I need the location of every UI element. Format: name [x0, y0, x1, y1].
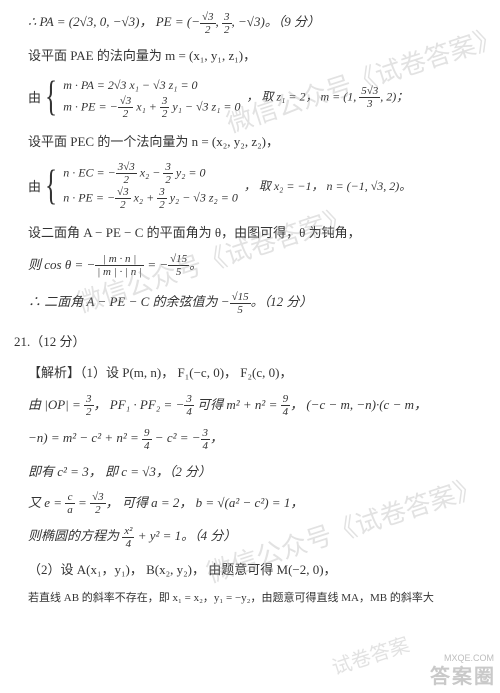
analysis-2: 由 |OP| = 32， PF₁ · PF₂ = −34 可得 m² + n² … [28, 393, 478, 419]
page-content: ∴ PA = (2√3, 0, −√3)， PE = (−√32, 32, −√… [0, 0, 500, 627]
part-2: （2）设 A(x₁，y₁)， B(x₂, y₂)， 由题意可得 M(−2, 0)… [28, 558, 478, 581]
line-cos: 则 cos θ = −| m · n || m | · | n | = −√15… [28, 253, 478, 279]
analysis-5: 又 e = ca = √32， 可得 a = 2， b = √(a² − c²)… [28, 491, 478, 517]
label-by-2: 由 [28, 175, 41, 198]
brace1-row1: m · PA = 2√3 x₁ − √3 z₁ = 0 [63, 75, 240, 95]
corner-brand: 答案圈 [430, 660, 496, 689]
question-21: 21.（12 分） [14, 330, 478, 353]
analysis-1: 【解析】（1）设 P(m, n)， F₁(−c, 0)， F₂(c, 0)， [28, 361, 478, 384]
brace-left-1: { [45, 78, 57, 116]
label-by: 由 [28, 86, 41, 109]
brace-block-1: 由 { m · PA = 2√3 x₁ − √3 z₁ = 0 m · PE =… [28, 75, 478, 120]
analysis-6: 则椭圆的方程为 x²4 + y² = 1。（4 分） [28, 524, 478, 550]
watermark-4: 试卷答案 [327, 628, 412, 680]
brace-block-2: 由 { n · EC = −3√32 x₂ − 32 y₂ = 0 n · PE… [28, 161, 478, 211]
brace1-row2: m · PE = −√32 x₁ + 32 y₁ − √3 z₁ = 0 [63, 95, 240, 120]
line-set-n: 设平面 PEC 的一个法向量为 n = (x₂, y₂, z₂)， [28, 130, 478, 153]
line-conclusion: ∴ 二面角 A − PE − C 的余弦值为 −√155。（12 分） [28, 290, 478, 316]
brace-left-2: { [45, 167, 57, 205]
brace2-after: ， 取 x₂ = −1， n = (−1, √3, 2)。 [244, 176, 411, 198]
analysis-4: 即有 c² = 3， 即 c = √3，（2 分） [28, 460, 478, 483]
line-set-m: 设平面 PAE 的法向量为 m = (x₁, y₁, z₁)， [28, 44, 478, 67]
line-pa-pe: ∴ PA = (2√3, 0, −√3)， PE = (−√32, 32, −√… [28, 10, 478, 36]
brace1-after: ， 取 z₁ = 2， m = (1, 5√33, 2)； [247, 85, 409, 110]
brace2-row2: n · PE = −√32 x₂ + 32 y₂ − √3 z₂ = 0 [63, 186, 238, 211]
line-dihedral: 设二面角 A − PE − C 的平面角为 θ，由图可得，θ 为钝角， [28, 221, 478, 244]
analysis-3: −n) = m² − c² + n² = 94 − c² = −34， [28, 426, 478, 452]
last-line: 若直线 AB 的斜率不存在，即 x₁ = x₂，y₁ = −y₂，由题意可得直线… [28, 589, 478, 609]
brace2-row1: n · EC = −3√32 x₂ − 32 y₂ = 0 [63, 161, 238, 186]
